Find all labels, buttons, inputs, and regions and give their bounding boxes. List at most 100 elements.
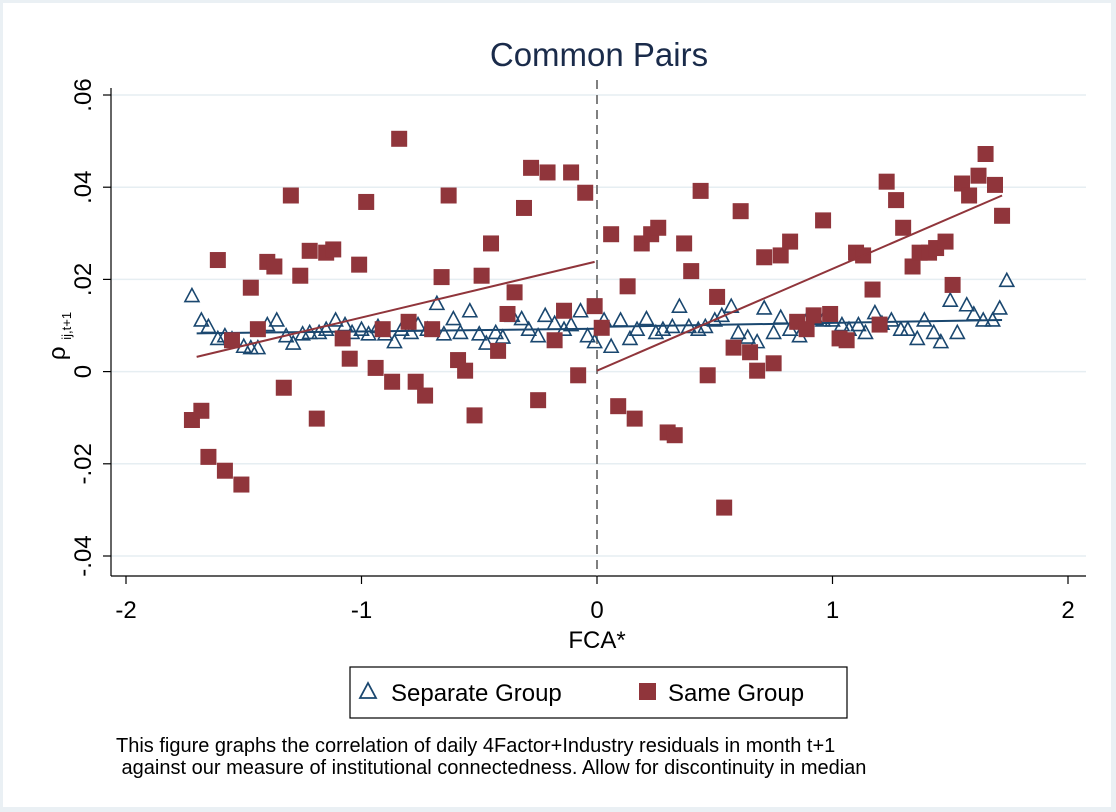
data-point-triangle: [353, 320, 370, 336]
data-point-square: [325, 241, 342, 258]
data-point-square: [515, 199, 532, 216]
data-point-triangle: [536, 306, 554, 323]
data-point-triangle: [249, 338, 267, 355]
data-point-square: [619, 278, 636, 295]
x-tick-label: -1: [351, 597, 372, 624]
chart-canvas: -.04 -.02 0 .02 .04 .06 -2 -1 0 1 2 FCA* ρ ij,t+1 Com…: [44, 36, 1086, 719]
data-point-triangle: [706, 311, 724, 327]
x-tick-label: 1: [826, 597, 839, 624]
x-tick-label: -2: [115, 597, 136, 624]
data-point-square: [417, 387, 434, 404]
data-point-square: [864, 281, 881, 298]
data-point-square: [692, 182, 709, 199]
data-point-square: [200, 448, 217, 465]
data-point-triangle: [183, 286, 201, 303]
legend-box: [349, 666, 848, 719]
data-point-square: [871, 316, 888, 333]
data-point-triangle: [739, 328, 757, 344]
data-point-triangle: [487, 323, 505, 340]
data-point-square: [407, 373, 424, 390]
data-point-triangle: [654, 320, 672, 336]
data-point-square: [986, 176, 1003, 193]
data-point-triangle: [386, 332, 403, 349]
data-point-square: [308, 410, 325, 427]
data-point-triangle: [925, 323, 943, 340]
legend-marker-triangle: [358, 681, 378, 699]
data-point-square: [798, 321, 815, 338]
data-point-square: [506, 284, 523, 301]
data-point-square: [563, 164, 580, 181]
data-point-square: [676, 235, 693, 252]
data-point-square: [457, 362, 474, 379]
data-point-triangle: [602, 337, 620, 354]
data-point-square: [699, 367, 716, 384]
data-point-square: [292, 267, 309, 284]
data-point-square: [242, 279, 259, 296]
data-point-triangle: [638, 309, 655, 326]
data-point-square: [937, 233, 954, 250]
data-point-square: [216, 462, 233, 479]
data-point-square: [440, 187, 457, 204]
data-point-square: [223, 332, 240, 349]
data-point-square: [742, 344, 759, 361]
caption-line-2: against our measure of institutional con…: [116, 757, 867, 779]
data-point-square: [683, 263, 700, 280]
data-point-square: [391, 130, 408, 147]
data-point-triangle: [477, 334, 495, 350]
data-point-square: [756, 249, 773, 266]
data-point-square: [895, 219, 912, 236]
data-point-square: [400, 313, 417, 330]
data-point-triangle: [908, 329, 926, 346]
data-point-square: [334, 330, 351, 347]
data-point-square: [384, 373, 401, 390]
data-point-triangle: [612, 311, 629, 327]
y-tick-label: .04: [70, 171, 97, 204]
data-point-square: [193, 402, 210, 419]
data-point-square: [483, 235, 500, 252]
data-point-square: [374, 321, 391, 338]
data-point-triangle: [470, 325, 488, 341]
data-point-triangle: [729, 323, 747, 340]
data-point-triangle: [883, 311, 900, 327]
data-point-triangle: [327, 311, 344, 327]
data-point-square: [805, 307, 822, 324]
fit-line: [596, 194, 1003, 372]
legend-label: Separate Group: [391, 680, 562, 707]
data-point-square: [904, 258, 921, 275]
data-point-square: [994, 207, 1011, 224]
data-point-square: [970, 167, 987, 184]
data-point-triangle: [268, 311, 286, 327]
legend-label: Same Group: [668, 680, 804, 707]
y-tick-label: -.02: [70, 443, 97, 484]
legend-marker-square: [639, 683, 656, 700]
data-point-square: [466, 407, 483, 424]
data-point-triangle: [892, 320, 910, 336]
data-point-triangle: [494, 328, 512, 344]
data-point-triangle: [452, 323, 469, 340]
data-point-square: [282, 187, 299, 204]
y-tick-label: .06: [70, 78, 97, 111]
data-point-square: [725, 339, 742, 356]
data-point-square: [570, 367, 587, 384]
data-point-square: [650, 219, 667, 236]
data-point-square: [539, 164, 556, 181]
data-point-square: [716, 499, 733, 516]
data-point-square: [433, 269, 450, 286]
data-point-triangle: [513, 309, 530, 326]
data-point-triangle: [529, 326, 547, 343]
data-point-triangle: [765, 323, 782, 340]
data-point-triangle: [628, 320, 646, 336]
data-point-triangle: [193, 311, 210, 327]
data-point-triangle: [572, 302, 589, 318]
caption-line-1: This figure graphs the correlation of da…: [116, 735, 836, 757]
data-point-square: [301, 242, 318, 259]
data-point-triangle: [586, 332, 603, 349]
data-point-triangle: [562, 315, 580, 332]
fit-line: [196, 260, 595, 358]
data-point-triangle: [671, 297, 688, 313]
data-point-square: [351, 256, 368, 273]
data-point-square: [603, 226, 620, 243]
data-point-square: [473, 267, 490, 284]
data-point-square: [358, 193, 375, 210]
data-point-square: [577, 184, 594, 201]
